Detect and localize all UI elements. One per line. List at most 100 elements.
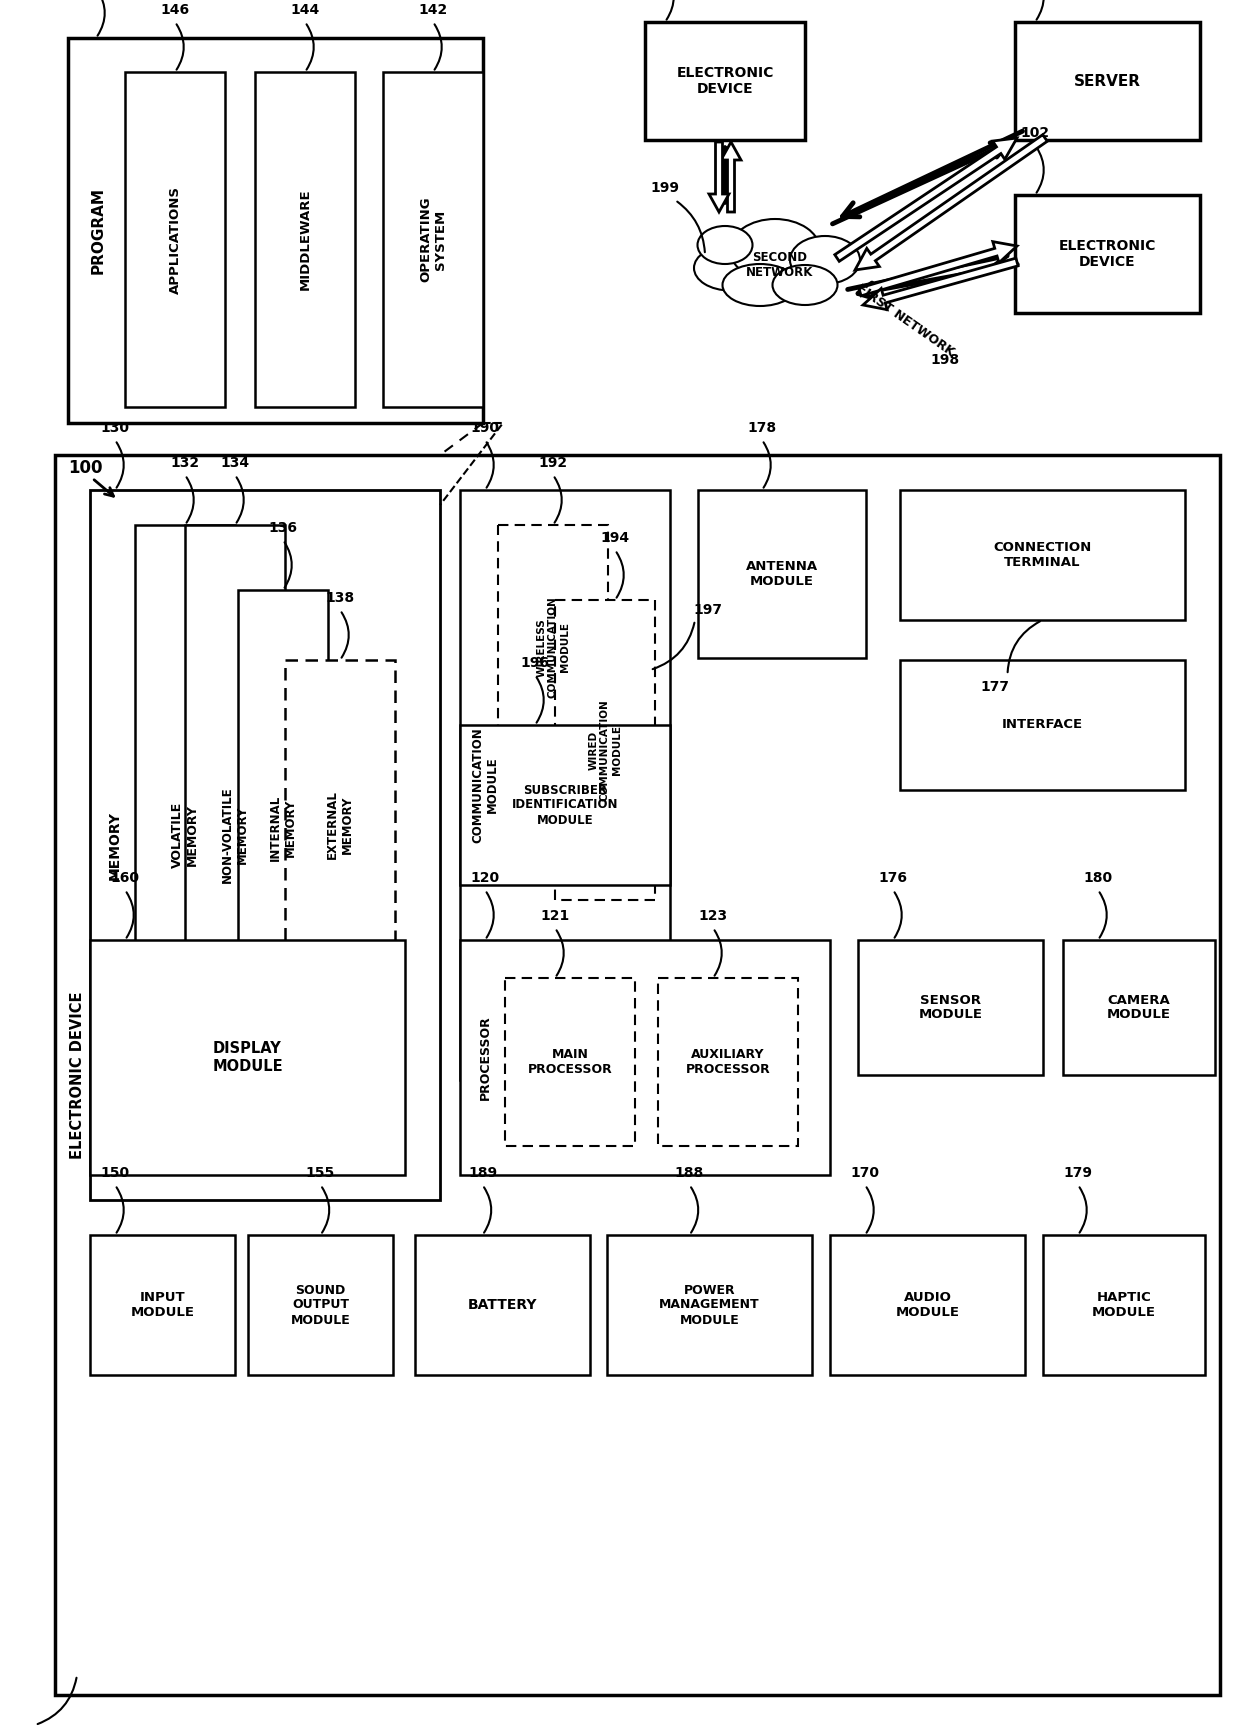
Bar	[238, 589, 329, 1064]
Text: CAMERA
MODULE: CAMERA MODULE	[1107, 994, 1171, 1021]
Text: 170: 170	[851, 1166, 879, 1180]
Ellipse shape	[790, 237, 861, 283]
Polygon shape	[859, 242, 1017, 295]
Text: MAIN
PROCESSOR: MAIN PROCESSOR	[528, 1047, 613, 1077]
Text: 146: 146	[160, 3, 190, 17]
Bar	[91, 491, 440, 1199]
Text: 198: 198	[930, 353, 960, 366]
Bar	[1016, 195, 1200, 313]
Polygon shape	[835, 138, 1017, 261]
Bar	[858, 940, 1043, 1075]
Bar	[498, 525, 608, 771]
Bar	[185, 525, 285, 1146]
Bar	[285, 660, 396, 990]
Ellipse shape	[730, 219, 820, 282]
Text: MIDDLEWARE: MIDDLEWARE	[299, 188, 311, 290]
Text: 138: 138	[325, 591, 355, 605]
Text: 180: 180	[1084, 871, 1112, 885]
Text: SOUND
OUTPUT
MODULE: SOUND OUTPUT MODULE	[290, 1284, 351, 1327]
Text: APPLICATIONS: APPLICATIONS	[169, 185, 181, 294]
Bar	[1016, 22, 1200, 140]
Polygon shape	[863, 257, 1018, 309]
Bar	[645, 22, 805, 140]
Polygon shape	[720, 142, 742, 213]
Bar	[900, 660, 1185, 790]
Text: 121: 121	[541, 909, 569, 923]
Text: WIRELESS
COMMUNICATION
MODULE: WIRELESS COMMUNICATION MODULE	[537, 596, 569, 698]
Text: WIRED
COMMUNICATION
MODULE: WIRED COMMUNICATION MODULE	[589, 700, 621, 800]
Text: 176: 176	[878, 871, 908, 885]
Bar	[68, 38, 484, 423]
Bar	[255, 73, 355, 408]
Text: 188: 188	[675, 1166, 704, 1180]
Ellipse shape	[773, 264, 837, 306]
Text: HAPTIC
MODULE: HAPTIC MODULE	[1092, 1291, 1156, 1318]
Bar	[55, 454, 1220, 1695]
Text: 134: 134	[221, 456, 249, 470]
Bar	[1063, 940, 1215, 1075]
Bar	[135, 525, 236, 1146]
Text: SUBSCRIBER
IDENTIFICATION
MODULE: SUBSCRIBER IDENTIFICATION MODULE	[512, 783, 619, 826]
Text: 177: 177	[980, 681, 1009, 695]
Bar	[248, 1236, 393, 1375]
Text: 142: 142	[418, 3, 448, 17]
Bar	[460, 940, 830, 1175]
Text: 190: 190	[470, 422, 500, 435]
Text: INTERNAL
MEMORY: INTERNAL MEMORY	[269, 795, 298, 861]
Text: CONNECTION
TERMINAL: CONNECTION TERMINAL	[993, 541, 1091, 569]
Text: POWER
MANAGEMENT
MODULE: POWER MANAGEMENT MODULE	[660, 1284, 760, 1327]
Text: SENSOR
MODULE: SENSOR MODULE	[919, 994, 982, 1021]
Text: INTERFACE: INTERFACE	[1002, 719, 1083, 731]
Text: 120: 120	[470, 871, 500, 885]
Text: 194: 194	[600, 530, 630, 544]
Text: 179: 179	[1064, 1166, 1092, 1180]
Bar	[900, 491, 1185, 620]
Text: 160: 160	[110, 871, 139, 885]
Text: 196: 196	[521, 657, 549, 670]
Text: ELECTRONIC
DEVICE: ELECTRONIC DEVICE	[676, 66, 774, 97]
Text: 155: 155	[306, 1166, 335, 1180]
Bar	[91, 940, 405, 1175]
Text: ELECTRONIC DEVICE: ELECTRONIC DEVICE	[69, 992, 84, 1159]
Bar	[460, 491, 670, 1080]
Text: 144: 144	[290, 3, 320, 17]
Text: ELECTRONIC
DEVICE: ELECTRONIC DEVICE	[1059, 238, 1156, 270]
Text: SECOND
NETWORK: SECOND NETWORK	[746, 251, 813, 278]
Text: BATTERY: BATTERY	[467, 1298, 537, 1312]
Text: PROCESSOR: PROCESSOR	[479, 1014, 491, 1101]
Text: COMMUNICATION
MODULE: COMMUNICATION MODULE	[471, 727, 498, 843]
Text: EXTERNAL
MEMORY: EXTERNAL MEMORY	[326, 791, 353, 859]
Bar	[830, 1236, 1025, 1375]
Bar	[415, 1236, 590, 1375]
Text: 197: 197	[693, 603, 723, 617]
Text: 199: 199	[651, 181, 680, 195]
Text: 136: 136	[269, 522, 298, 536]
Text: PROGRAM: PROGRAM	[91, 187, 105, 275]
Bar	[1043, 1236, 1205, 1375]
Text: 189: 189	[467, 1166, 497, 1180]
Text: MEMORY: MEMORY	[108, 810, 122, 880]
Text: 130: 130	[100, 422, 129, 435]
Text: 132: 132	[170, 456, 200, 470]
Bar	[91, 1236, 236, 1375]
Text: ANTENNA
MODULE: ANTENNA MODULE	[746, 560, 818, 588]
Text: NON-VOLATILE
MEMORY: NON-VOLATILE MEMORY	[221, 786, 249, 883]
Text: 150: 150	[100, 1166, 129, 1180]
Bar	[608, 1236, 812, 1375]
Text: DISPLAY
MODULE: DISPLAY MODULE	[212, 1042, 283, 1073]
Bar	[505, 978, 635, 1146]
Bar	[383, 73, 484, 408]
Polygon shape	[709, 142, 729, 213]
Text: 100: 100	[68, 460, 103, 477]
Ellipse shape	[723, 264, 797, 306]
Text: SERVER: SERVER	[1074, 74, 1141, 88]
Bar	[698, 491, 866, 658]
Text: AUXILIARY
PROCESSOR: AUXILIARY PROCESSOR	[686, 1047, 770, 1077]
Polygon shape	[856, 135, 1048, 270]
Bar	[125, 73, 224, 408]
Ellipse shape	[694, 245, 766, 290]
Text: OPERATING
SYSTEM: OPERATING SYSTEM	[419, 197, 446, 282]
Text: VOLATILE
MEMORY: VOLATILE MEMORY	[171, 802, 198, 867]
Bar	[658, 978, 799, 1146]
Text: INPUT
MODULE: INPUT MODULE	[130, 1291, 195, 1318]
